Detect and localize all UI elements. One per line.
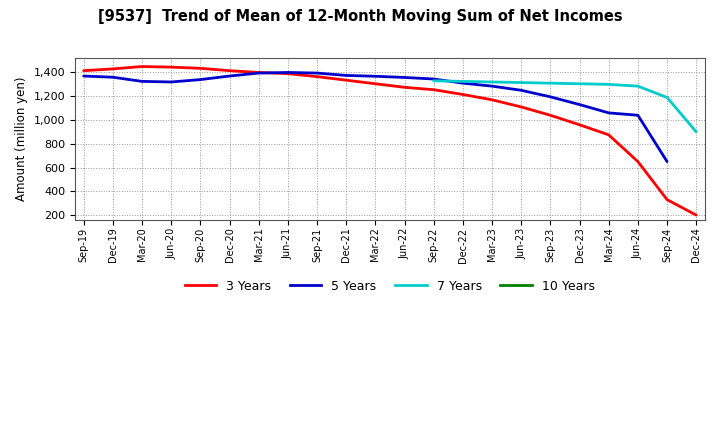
Legend: 3 Years, 5 Years, 7 Years, 10 Years: 3 Years, 5 Years, 7 Years, 10 Years (180, 275, 600, 298)
Y-axis label: Amount (million yen): Amount (million yen) (15, 77, 28, 201)
Text: [9537]  Trend of Mean of 12-Month Moving Sum of Net Incomes: [9537] Trend of Mean of 12-Month Moving … (98, 9, 622, 24)
